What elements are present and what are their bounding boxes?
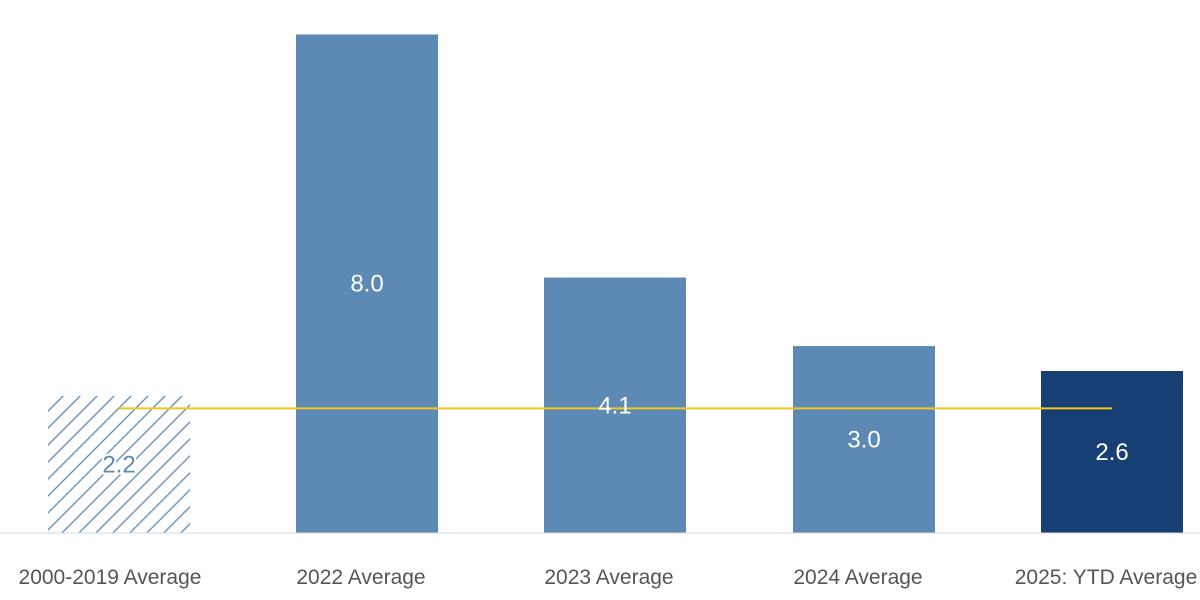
bar-2 [296,34,438,534]
bars-layer [48,34,1183,534]
bar-value-label-2: 8.0 [350,271,383,298]
labels-layer: 2.2 2000-2019 Average 8.0 2022 Average 4.1 20… [19,271,1198,589]
category-label-4: 2024 Average [793,566,922,589]
bar-4 [793,346,935,533]
bar-value-label-5: 2.6 [1095,439,1128,466]
category-label-5: 2025: YTD Average [1015,566,1198,589]
category-label-1: 2000-2019 Average [19,566,202,589]
bar-value-label-3: 4.1 [598,392,631,419]
category-label-2: 2022 Average [296,566,425,589]
category-label-3: 2023 Average [544,566,673,589]
bar-value-label-4: 3.0 [847,427,880,454]
bar-5 [1041,370,1183,533]
bar-value-label-1: 2.2 [102,451,135,478]
bar-1 [48,395,190,533]
bar-3 [544,277,686,533]
